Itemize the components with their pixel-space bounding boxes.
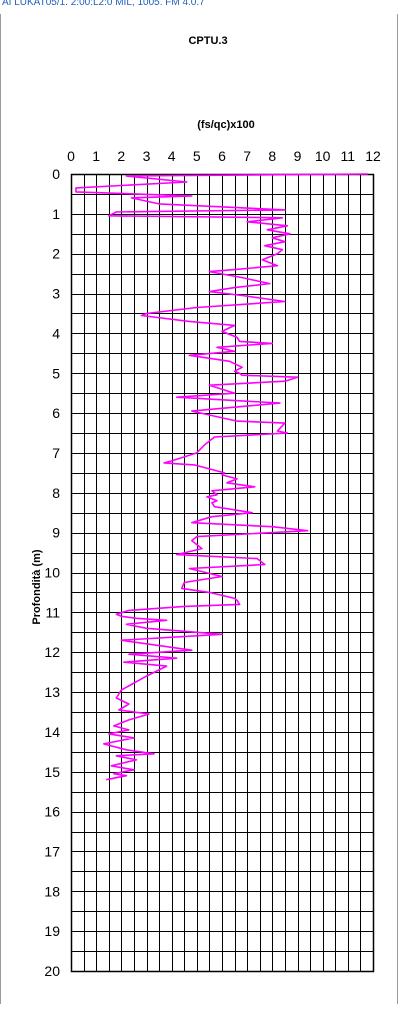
- y-tick-label: 12: [44, 644, 60, 660]
- y-tick-label: 9: [52, 525, 60, 541]
- x-tick-label: 0: [67, 148, 75, 164]
- series-layer: [75, 173, 369, 781]
- y-tick-label: 20: [44, 963, 60, 979]
- x-tick-label: 8: [268, 148, 276, 164]
- x-tick-label: 5: [193, 148, 201, 164]
- tick-labels: 0 1 2 3 4 5 6 7 8 9 10 11 12012345678910111213141516…: [44, 148, 381, 979]
- top-info-strip: AI LUKAT05/1. 2:00:L2:0 MIL, 1005. FM 4.…: [0, 0, 405, 13]
- header-text: AI LUKAT05/1. 2:00:L2:0 MIL, 1005. FM 4.…: [2, 0, 205, 8]
- x-tick-label: 2: [117, 148, 125, 164]
- y-tick-label: 19: [44, 923, 60, 939]
- chart-frame: [0, 14, 398, 1004]
- y-tick-label: 18: [44, 883, 60, 899]
- x-tick-label: 9: [294, 148, 302, 164]
- y-tick-label: 11: [45, 604, 60, 620]
- y-tick-label: 6: [52, 405, 60, 421]
- y-tick-label: 10: [44, 565, 60, 581]
- x-tick-label: 1: [92, 148, 100, 164]
- y-tick-label: 7: [52, 445, 60, 461]
- y-tick-label: 2: [52, 246, 60, 262]
- y-tick-label: 1: [52, 206, 60, 222]
- x-tick-label: 12: [365, 148, 381, 164]
- x-tick-label: 6: [218, 148, 226, 164]
- y-tick-label: 0: [52, 166, 60, 182]
- y-axis-title: Profondità (m): [31, 549, 43, 624]
- y-tick-label: 5: [52, 365, 60, 381]
- y-tick-label: 8: [52, 485, 60, 501]
- y-tick-label: 13: [44, 684, 60, 700]
- y-tick-label: 16: [44, 804, 60, 820]
- y-tick-label: 3: [52, 286, 60, 302]
- x-axis-title: (fs/qc)x100: [197, 119, 254, 131]
- y-tick-label: 17: [44, 843, 60, 859]
- x-tick-label: 11: [341, 148, 356, 164]
- x-tick-label: 4: [168, 148, 176, 164]
- y-tick-label: 4: [52, 325, 60, 341]
- grid-layer: [70, 173, 375, 973]
- chart-title: CPTU.3: [188, 35, 227, 47]
- series-line: [75, 173, 369, 781]
- x-tick-label: 7: [243, 148, 251, 164]
- x-tick-label: 10: [315, 148, 331, 164]
- y-tick-label: 15: [44, 764, 60, 780]
- y-tick-label: 14: [44, 724, 60, 740]
- x-tick-label: 3: [143, 148, 151, 164]
